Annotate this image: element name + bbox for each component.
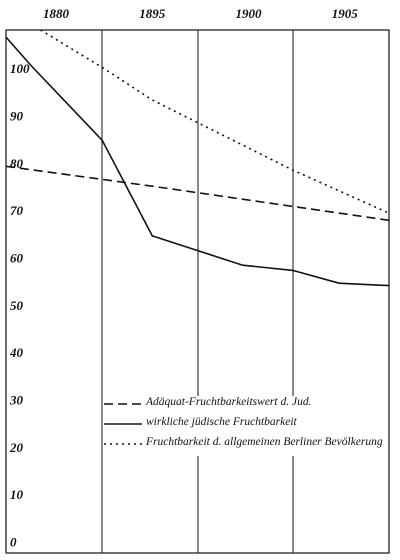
x-tick-label: 1895 (139, 6, 166, 21)
legend: Adäquat-Fruchtbarkeitswert d. Jud. wirkli… (104, 396, 388, 456)
x-tick-label: 1900 (236, 6, 263, 21)
series-line (5, 165, 390, 222)
series-line (5, 36, 390, 287)
series-line (40, 29, 390, 214)
legend-swatch (104, 423, 142, 425)
legend-entry: Fruchtbarkeit d. allgemeinen Berliner Be… (104, 436, 388, 450)
y-tick-label: 50 (10, 298, 24, 313)
legend-label: Adäquat-Fruchtbarkeitswert d. Jud. (146, 396, 312, 408)
legend-entry: wirkliche jüdische Fruchtbarkeit (104, 416, 388, 430)
y-tick-label: 20 (9, 440, 24, 455)
y-tick-label: 100 (10, 61, 30, 76)
legend-label: Fruchtbarkeit d. allgemeinen Berliner Be… (146, 436, 383, 448)
legend-swatch (104, 403, 142, 405)
legend-entry: Adäquat-Fruchtbarkeitswert d. Jud. (104, 396, 388, 410)
y-tick-label: 30 (9, 393, 24, 408)
y-tick-label: 60 (10, 251, 24, 266)
x-tick-label: 1880 (43, 6, 70, 21)
y-tick-label: 40 (9, 345, 24, 360)
legend-label: wirkliche jüdische Fruchtbarkeit (146, 416, 297, 428)
legend-swatch (104, 443, 142, 445)
y-tick-label: 90 (10, 109, 24, 124)
y-tick-label: 70 (10, 203, 24, 218)
y-tick-label: 0 (10, 535, 17, 550)
x-tick-label: 1905 (332, 6, 359, 21)
y-tick-label: 10 (10, 487, 24, 502)
